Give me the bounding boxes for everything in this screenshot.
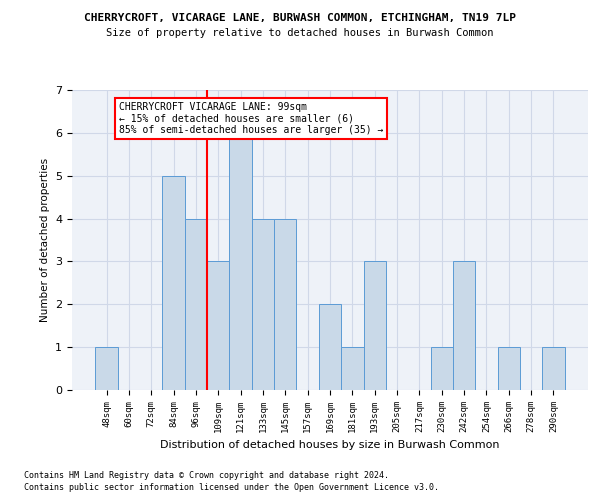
Text: Size of property relative to detached houses in Burwash Common: Size of property relative to detached ho…: [106, 28, 494, 38]
Bar: [274, 218, 296, 390]
Bar: [364, 262, 386, 390]
X-axis label: Distribution of detached houses by size in Burwash Common: Distribution of detached houses by size …: [160, 440, 500, 450]
Bar: [163, 176, 185, 390]
Bar: [431, 347, 453, 390]
Bar: [542, 347, 565, 390]
Bar: [453, 262, 475, 390]
Bar: [341, 347, 364, 390]
Bar: [252, 218, 274, 390]
Bar: [207, 262, 229, 390]
Bar: [229, 133, 252, 390]
Text: CHERRYCROFT, VICARAGE LANE, BURWASH COMMON, ETCHINGHAM, TN19 7LP: CHERRYCROFT, VICARAGE LANE, BURWASH COMM…: [84, 12, 516, 22]
Bar: [497, 347, 520, 390]
Text: Contains public sector information licensed under the Open Government Licence v3: Contains public sector information licen…: [24, 484, 439, 492]
Text: Contains HM Land Registry data © Crown copyright and database right 2024.: Contains HM Land Registry data © Crown c…: [24, 471, 389, 480]
Bar: [185, 218, 207, 390]
Bar: [319, 304, 341, 390]
Y-axis label: Number of detached properties: Number of detached properties: [40, 158, 50, 322]
Bar: [95, 347, 118, 390]
Text: CHERRYCROFT VICARAGE LANE: 99sqm
← 15% of detached houses are smaller (6)
85% of: CHERRYCROFT VICARAGE LANE: 99sqm ← 15% o…: [119, 102, 383, 135]
